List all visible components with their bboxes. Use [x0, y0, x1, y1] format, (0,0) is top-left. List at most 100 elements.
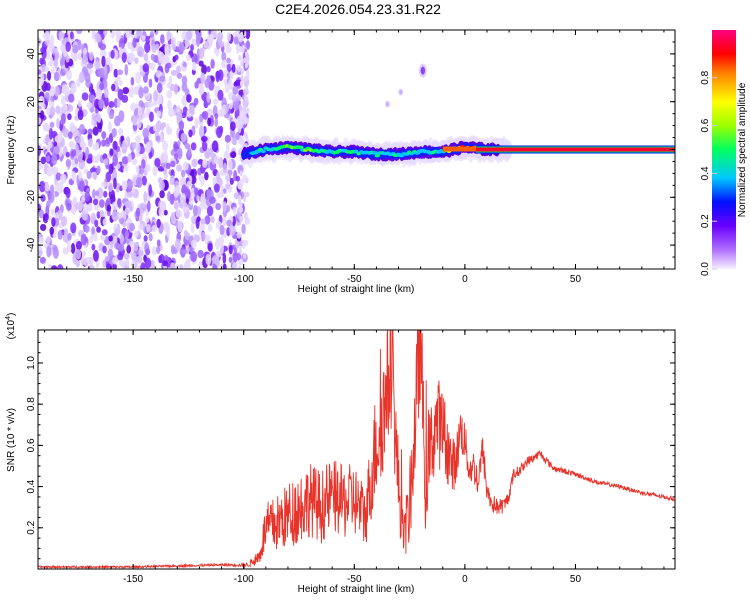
noise-blob	[137, 117, 142, 129]
snr-y-multiplier-exp: 4	[5, 316, 12, 320]
noise-blob	[191, 158, 198, 168]
noise-blob	[169, 175, 175, 186]
noise-blob	[229, 70, 234, 80]
noise-blob	[91, 226, 95, 235]
noise-blob	[39, 223, 47, 232]
noise-blob	[236, 252, 242, 261]
noise-blob	[94, 32, 101, 40]
noise-blob	[138, 86, 144, 99]
noise-blob	[43, 32, 50, 40]
spectrogram-ticks: -150 -100 -50 0 50 -40 -20 0 20 40	[26, 29, 675, 285]
noise-blob	[96, 226, 102, 233]
noise-blob	[186, 180, 191, 187]
noise-blob	[161, 122, 166, 128]
noise-blob	[72, 149, 77, 157]
noise-blob	[200, 231, 206, 241]
spectrogram-y-tick-label: -40	[26, 237, 37, 252]
noise-blob	[89, 235, 94, 244]
noise-blob	[221, 51, 227, 62]
noise-blob	[163, 223, 170, 233]
noise-blob	[206, 34, 214, 45]
noise-blob	[230, 121, 236, 131]
noise-blob	[106, 197, 111, 207]
noise-blob	[222, 162, 228, 174]
noise-blob	[44, 39, 50, 46]
noise-blob	[225, 182, 231, 190]
noise-blob	[118, 127, 124, 136]
noise-blob	[216, 126, 223, 139]
noise-blob	[104, 87, 109, 99]
noise-blob	[163, 209, 168, 216]
noise-blob	[192, 61, 197, 72]
snr-x-tick-label: -100	[234, 574, 254, 585]
noise-blob	[198, 125, 204, 138]
snr-y-multiplier-close: )	[6, 313, 17, 316]
noise-blob	[237, 117, 241, 124]
noise-blob	[103, 30, 108, 37]
noise-blob	[99, 82, 105, 91]
noise-blob	[206, 108, 213, 117]
noise-blob	[156, 246, 161, 255]
noise-blob	[185, 30, 193, 41]
noise-blob	[79, 180, 85, 192]
noise-blob	[158, 51, 165, 64]
noise-blob	[167, 108, 175, 118]
noise-blob	[101, 55, 106, 68]
noise-blob	[156, 239, 161, 247]
noise-blob	[121, 52, 127, 63]
noise-blob	[126, 191, 134, 198]
noise-blob	[53, 71, 60, 81]
noise-blob	[244, 62, 248, 69]
isolated-blob	[386, 102, 389, 107]
noise-blob	[108, 235, 113, 242]
noise-blob	[173, 83, 179, 95]
noise-blob	[162, 260, 169, 267]
noise-blob	[239, 123, 243, 130]
noise-blob	[141, 175, 147, 186]
noise-blob	[235, 175, 240, 182]
noise-blob	[62, 128, 70, 138]
noise-blob	[173, 141, 179, 152]
noise-blob	[211, 140, 219, 153]
noise-blob	[111, 169, 118, 181]
snr-y-tick-label: 0.4	[26, 479, 37, 493]
noise-blob	[68, 93, 75, 103]
noise-blob	[243, 57, 247, 64]
noise-blob	[201, 111, 207, 118]
noise-blob	[207, 117, 212, 127]
noise-blob	[154, 158, 161, 168]
noise-blob	[186, 94, 192, 103]
noise-blob	[236, 43, 240, 55]
noise-blob	[78, 159, 86, 170]
noise-blob	[186, 54, 191, 62]
noise-blob	[60, 58, 65, 66]
noise-blob	[39, 57, 44, 65]
noise-blob	[153, 90, 159, 102]
noise-blob	[192, 204, 198, 217]
noise-blob	[95, 141, 99, 151]
noise-blob	[140, 262, 146, 269]
noise-blob	[159, 253, 165, 264]
noise-blob	[241, 119, 245, 126]
noise-blob	[240, 215, 244, 222]
noise-blob	[200, 135, 208, 142]
noise-blob	[176, 111, 183, 122]
snr-y-label: SNR (10 * v/v)	[6, 408, 17, 472]
noise-blob	[118, 38, 126, 50]
noise-blob	[142, 63, 150, 73]
noise-blob	[99, 209, 105, 218]
noise-blob	[112, 256, 118, 265]
spectrogram-x-tick-label: -100	[234, 274, 254, 285]
noise-blob	[178, 44, 186, 52]
noise-blob	[112, 154, 118, 166]
noise-blob	[115, 75, 121, 82]
noise-blob	[160, 152, 167, 164]
noise-blob	[45, 155, 51, 162]
noise-blob	[109, 148, 114, 156]
noise-blob	[231, 63, 236, 73]
noise-blob	[225, 141, 230, 154]
spectrogram-y-tick-label: 20	[26, 96, 37, 108]
noise-blob	[38, 249, 43, 257]
noise-blob	[88, 51, 94, 61]
noise-blob	[238, 199, 242, 206]
